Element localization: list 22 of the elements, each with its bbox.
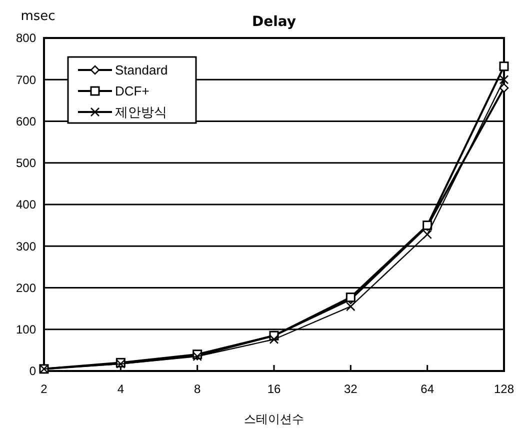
legend-label: 제안방식 [115,104,167,120]
chart-title: Delay [252,14,296,30]
legend-label: Standard [115,62,168,78]
y-tick-label: 700 [16,72,36,87]
x-tick-label: 2 [40,382,48,396]
y-tick-label: 800 [16,31,36,46]
x-tick-label: 128 [494,382,514,396]
y-tick-label: 300 [16,239,36,254]
x-axis-title: 스테이션수 [244,412,304,426]
y-tick-label: 600 [16,114,36,128]
y-tick-label: 500 [16,156,36,170]
x-tick-label: 8 [194,382,201,396]
y-tick-label: 100 [16,322,36,337]
y-tick-label: 0 [29,364,36,378]
x-tick-label: 64 [420,382,434,396]
y-tick-label: 200 [16,280,36,295]
x-tick-label: 4 [117,382,124,396]
y-tick-label: 400 [16,198,36,212]
x-tick-label: 32 [344,382,358,396]
y-axis-title: msec [20,9,56,24]
legend-label: DCF+ [115,84,150,99]
x-tick-label: 16 [267,382,281,396]
